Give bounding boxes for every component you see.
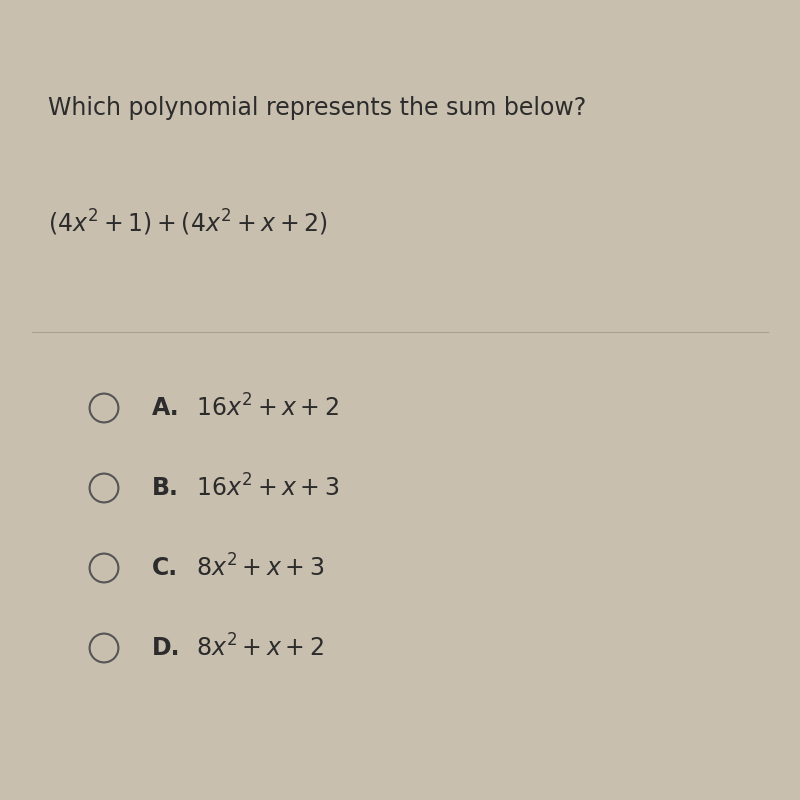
Text: B.: B.: [152, 476, 179, 500]
Text: Which polynomial represents the sum below?: Which polynomial represents the sum belo…: [48, 96, 586, 120]
Text: $(4x^2 + 1) + (4x^2 + x + 2)$: $(4x^2 + 1) + (4x^2 + x + 2)$: [48, 208, 327, 238]
Text: $8x^2 + x + 3$: $8x^2 + x + 3$: [196, 554, 325, 582]
Text: $16x^2 + x + 3$: $16x^2 + x + 3$: [196, 474, 339, 502]
Text: $8x^2 + x + 2$: $8x^2 + x + 2$: [196, 634, 324, 662]
Text: C.: C.: [152, 556, 178, 580]
Text: $16x^2 + x + 2$: $16x^2 + x + 2$: [196, 394, 339, 422]
Text: A.: A.: [152, 396, 180, 420]
Text: D.: D.: [152, 636, 181, 660]
